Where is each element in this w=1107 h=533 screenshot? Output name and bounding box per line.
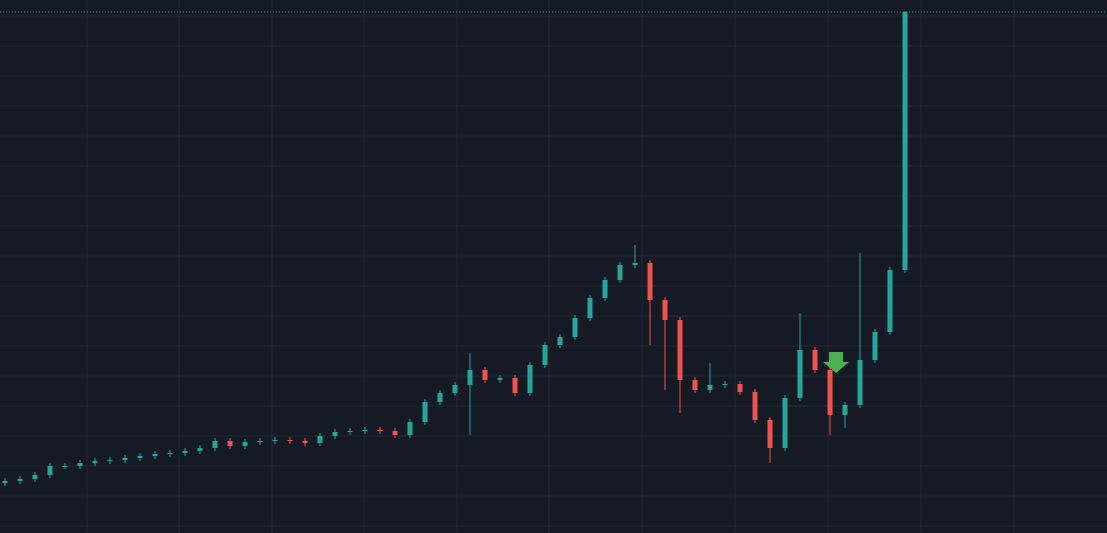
candle-body — [887, 270, 893, 332]
candle-body — [572, 318, 578, 337]
candle-body — [422, 402, 428, 422]
candle-body — [842, 405, 848, 415]
candle-body — [647, 263, 653, 300]
candle-body — [737, 384, 743, 392]
candle-body — [407, 422, 413, 435]
candle-body — [362, 430, 368, 431]
candle-body — [902, 12, 908, 270]
candle-body — [662, 300, 668, 320]
candle-body — [152, 454, 158, 456]
candle-body — [482, 370, 488, 380]
candle-body — [617, 265, 623, 280]
candle-body — [347, 431, 353, 432]
candle-body — [77, 463, 83, 466]
candle-body — [767, 420, 773, 448]
candle-body — [752, 392, 758, 420]
candle-body — [122, 458, 128, 460]
candle-body — [497, 378, 503, 380]
candle-body — [317, 436, 323, 443]
candle-body — [707, 385, 713, 390]
candle-body — [242, 442, 248, 446]
candle-body — [587, 298, 593, 318]
candle-body — [107, 460, 113, 461]
candle-body — [452, 385, 458, 393]
candle-body — [182, 451, 188, 453]
candle-body — [17, 479, 23, 481]
candle-body — [467, 370, 473, 385]
candle-body — [557, 337, 563, 345]
vertical-grid — [86, 0, 1015, 533]
candle-body — [632, 263, 638, 265]
candle-body — [437, 393, 443, 402]
candle-body — [827, 370, 833, 415]
candle-body — [692, 380, 698, 390]
candle-body — [542, 345, 548, 365]
candle-body — [62, 466, 68, 467]
candle-body — [812, 350, 818, 370]
candle-body — [137, 456, 143, 458]
candle-body — [512, 378, 518, 393]
candle-body — [332, 432, 338, 436]
candle-body — [602, 280, 608, 298]
candle-body — [677, 320, 683, 380]
candle-body — [722, 384, 728, 385]
candle-body — [527, 365, 533, 393]
candle-body — [167, 453, 173, 454]
candle-body — [92, 461, 98, 463]
candle-body — [872, 332, 878, 360]
candle-body — [272, 440, 278, 441]
candle-body — [782, 398, 788, 448]
candle-body — [377, 430, 383, 431]
candle-body — [392, 431, 398, 435]
candle-body — [257, 441, 263, 442]
candle-body — [32, 475, 38, 479]
candle-body — [212, 441, 218, 448]
arrow-marker — [823, 352, 849, 373]
candle-body — [797, 350, 803, 398]
candle-body — [2, 481, 8, 483]
candle-body — [227, 441, 233, 446]
candle-body — [302, 441, 308, 443]
candle-body — [197, 448, 203, 451]
candle-body — [287, 440, 293, 441]
candle-body — [857, 360, 863, 405]
candle-body — [47, 466, 53, 475]
